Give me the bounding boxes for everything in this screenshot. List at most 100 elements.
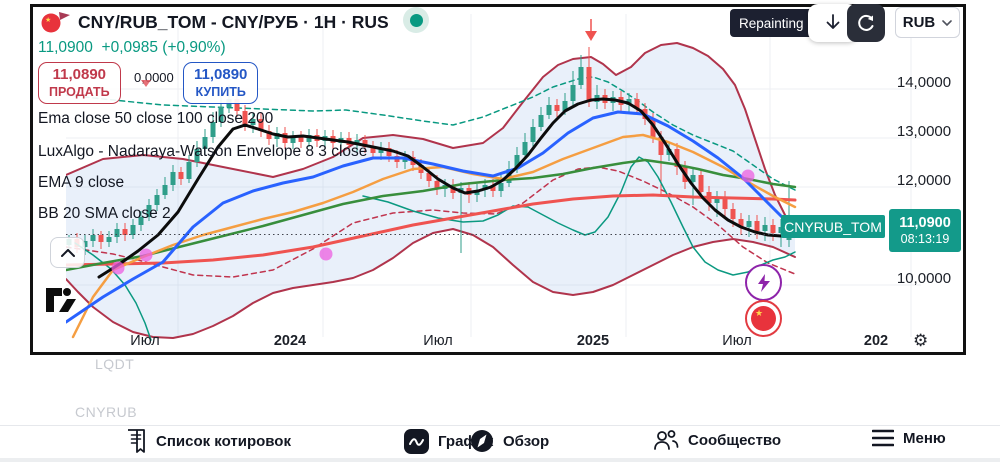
candle	[554, 105, 560, 111]
candle	[378, 148, 384, 153]
series-nw-estimate	[362, 156, 796, 276]
series-nw-envelope-lower	[66, 228, 796, 339]
candle	[690, 175, 696, 182]
current-price-badge: 11,0900 08:13:19	[889, 209, 961, 252]
indicator-legend-bb[interactable]: BB 20 SMA close 2	[38, 205, 171, 222]
chart-toolbar: ★ CNYRUB 1H	[0, 368, 1000, 416]
price-scale-label: 14,0000	[896, 74, 952, 91]
symbol-price-label: CNYRUB_TOM	[781, 215, 885, 238]
bottom-nav	[0, 425, 1000, 459]
candle	[634, 99, 640, 109]
price-row: 11,0900 +0,0985 (+0,90%)	[38, 39, 226, 57]
candle	[242, 111, 248, 125]
series-ema-50	[66, 110, 797, 324]
chevron-up-icon	[60, 248, 75, 257]
svg-text:★: ★	[45, 16, 51, 24]
arrow-down-icon	[826, 14, 840, 29]
time-scale-label: Июл	[722, 333, 752, 349]
candle	[98, 235, 104, 242]
market-open-dot-icon	[409, 13, 423, 27]
candle	[746, 221, 752, 227]
sell-signal-marker	[585, 31, 597, 41]
nav-menu-label: Меню	[903, 429, 946, 447]
luxalgo-signal-dot	[319, 247, 333, 261]
sell-label: ПРОДАТЬ	[49, 84, 110, 99]
nav-overview[interactable]: Обзор	[470, 429, 549, 453]
spread-arrow-icon	[141, 80, 151, 87]
candle	[106, 237, 112, 242]
candle	[298, 137, 304, 142]
candle	[498, 183, 504, 191]
nav-watchlist[interactable]: Список котировок	[125, 429, 291, 453]
candle	[650, 119, 656, 137]
candle	[386, 148, 392, 156]
candle	[90, 235, 96, 241]
candle	[218, 107, 224, 122]
indicator-legend-ema9[interactable]: EMA 9 close	[38, 174, 125, 191]
candle	[362, 140, 368, 147]
nav-community[interactable]: Сообщество	[653, 429, 781, 451]
nav-menu[interactable]: Меню	[872, 429, 946, 447]
sell-button[interactable]: 11,0890 ПРОДАТЬ	[38, 62, 121, 105]
candle	[130, 225, 136, 235]
tradingview-logo	[46, 288, 76, 312]
candle	[170, 172, 176, 185]
time-scale-label: Июл	[130, 333, 160, 349]
refresh-icon	[858, 14, 874, 31]
buy-price: 11,0890	[194, 66, 248, 83]
luxalgo-signal-dot	[139, 248, 153, 262]
candle	[530, 127, 536, 142]
candle	[202, 137, 208, 149]
series-sma-red	[66, 193, 797, 267]
market-status	[403, 7, 429, 33]
candle	[250, 119, 256, 125]
chevron-down-icon	[942, 19, 953, 26]
candle	[194, 149, 200, 162]
price-scale-label: 12,0000	[896, 172, 952, 189]
candle	[546, 105, 552, 115]
ghost-watchlist-row: CNYRUB	[75, 404, 138, 420]
nav-community-label: Сообщество	[688, 431, 782, 449]
nav-overview-label: Обзор	[503, 432, 550, 450]
watchlist-icon	[128, 429, 145, 453]
candle	[186, 162, 192, 179]
candle	[522, 142, 528, 155]
candle	[306, 135, 312, 142]
compass-icon	[471, 430, 493, 452]
spread-value: 0,0000	[134, 70, 174, 85]
currency-dropdown[interactable]: RUB	[895, 7, 960, 38]
settings-icon[interactable]: ⚙	[913, 331, 929, 351]
candle	[154, 195, 160, 205]
candle	[770, 225, 776, 233]
candle	[122, 229, 128, 235]
nav-watchlist-label: Список котировок	[156, 432, 291, 450]
candle	[490, 185, 496, 191]
lightning-button[interactable]	[745, 264, 782, 301]
expand-panel-button[interactable]	[50, 237, 85, 268]
price-scale-label: 10,0000	[896, 270, 952, 287]
time-scale-label: Июл	[423, 333, 453, 349]
luxalgo-signal-dot	[741, 169, 755, 183]
candle	[562, 101, 568, 111]
candle	[282, 133, 288, 143]
page-title: CNY/RUB_TOM - CNY/РУБ · 1H · RUS	[78, 11, 389, 32]
countdown-timer: 08:13:19	[900, 231, 950, 246]
candle	[722, 197, 728, 209]
wave-icon	[409, 437, 424, 446]
refresh-button[interactable]	[847, 4, 885, 42]
candle	[570, 85, 576, 101]
people-icon	[654, 430, 679, 450]
candle	[82, 241, 88, 247]
indicator-legend-ema-multi[interactable]: Ema close 50 close 100 close 200	[38, 110, 274, 127]
lightning-icon	[757, 273, 770, 292]
candle	[258, 119, 264, 131]
buy-button[interactable]: 11,0890 КУПИТЬ	[183, 62, 259, 105]
china-market-button[interactable]: ★	[745, 300, 782, 337]
chart-icon	[404, 429, 429, 454]
candle	[762, 225, 768, 231]
indicator-legend-luxalgo[interactable]: LuxAlgo - Nadaraya-Watson Envelope 8 3 c…	[38, 143, 368, 160]
candle	[538, 115, 544, 127]
ghost-watchlist-row: LQDT	[95, 356, 135, 372]
time-scale-label: 2025	[576, 333, 610, 349]
last-price: 11,0900	[38, 39, 93, 56]
